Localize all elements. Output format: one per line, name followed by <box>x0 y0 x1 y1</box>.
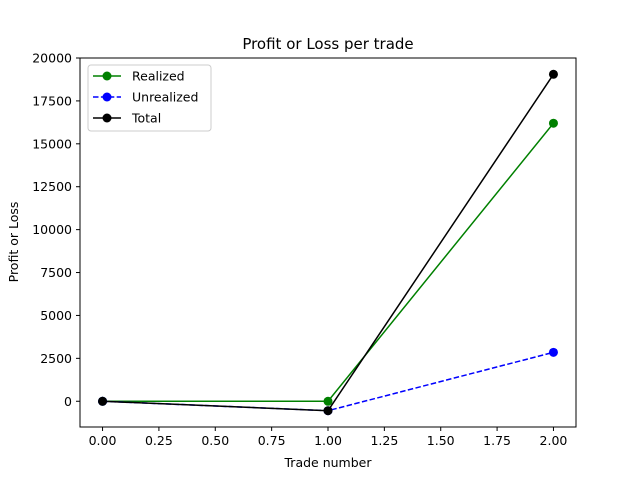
x-tick-label: 0.00 <box>89 433 117 448</box>
total-point <box>98 396 108 406</box>
y-tick-label: 0 <box>64 394 72 409</box>
y-tick-label: 20000 <box>32 51 72 66</box>
unrealized-point <box>548 347 558 357</box>
legend-realized-label: Realized <box>132 69 185 84</box>
x-tick-label: 0.75 <box>258 433 286 448</box>
y-tick-label: 2500 <box>40 351 72 366</box>
y-tick-label: 5000 <box>40 308 72 323</box>
realized-point <box>323 396 333 406</box>
x-tick-label: 1.50 <box>427 433 455 448</box>
y-axis-label: Profit or Loss <box>6 202 21 283</box>
y-tick-label: 10000 <box>32 222 72 237</box>
plot-marks <box>98 69 558 416</box>
y-tick-label: 12500 <box>32 179 72 194</box>
legend: Realized Unrealized Total <box>87 64 212 132</box>
total-point <box>323 406 333 416</box>
y-tick-label: 15000 <box>32 136 72 151</box>
x-tick-label: 0.25 <box>145 433 173 448</box>
x-tick-label: 1.00 <box>314 433 342 448</box>
y-tick-label: 7500 <box>40 265 72 280</box>
realized-point <box>548 118 558 128</box>
legend-unrealized-marker <box>102 92 112 102</box>
legend-realized-marker <box>102 71 112 81</box>
x-tick-label: 1.25 <box>370 433 398 448</box>
x-tick-label: 2.00 <box>540 433 568 448</box>
y-axis: 0 2500 5000 7500 10000 12500 15000 17500 20000 <box>32 51 80 409</box>
legend-total-label: Total <box>131 111 161 126</box>
legend-unrealized-label: Unrealized <box>132 90 198 105</box>
chart-title: Profit or Loss per trade <box>242 35 413 53</box>
y-tick-label: 17500 <box>32 93 72 108</box>
total-point <box>548 69 558 79</box>
x-axis: 0.00 0.25 0.50 0.75 1.00 1.25 1.50 1.75 2.00 <box>89 427 568 448</box>
x-axis-label: Trade number <box>284 455 373 470</box>
x-tick-label: 1.75 <box>483 433 511 448</box>
legend-box <box>87 64 212 132</box>
x-tick-label: 0.50 <box>201 433 229 448</box>
legend-total-marker <box>102 113 112 123</box>
